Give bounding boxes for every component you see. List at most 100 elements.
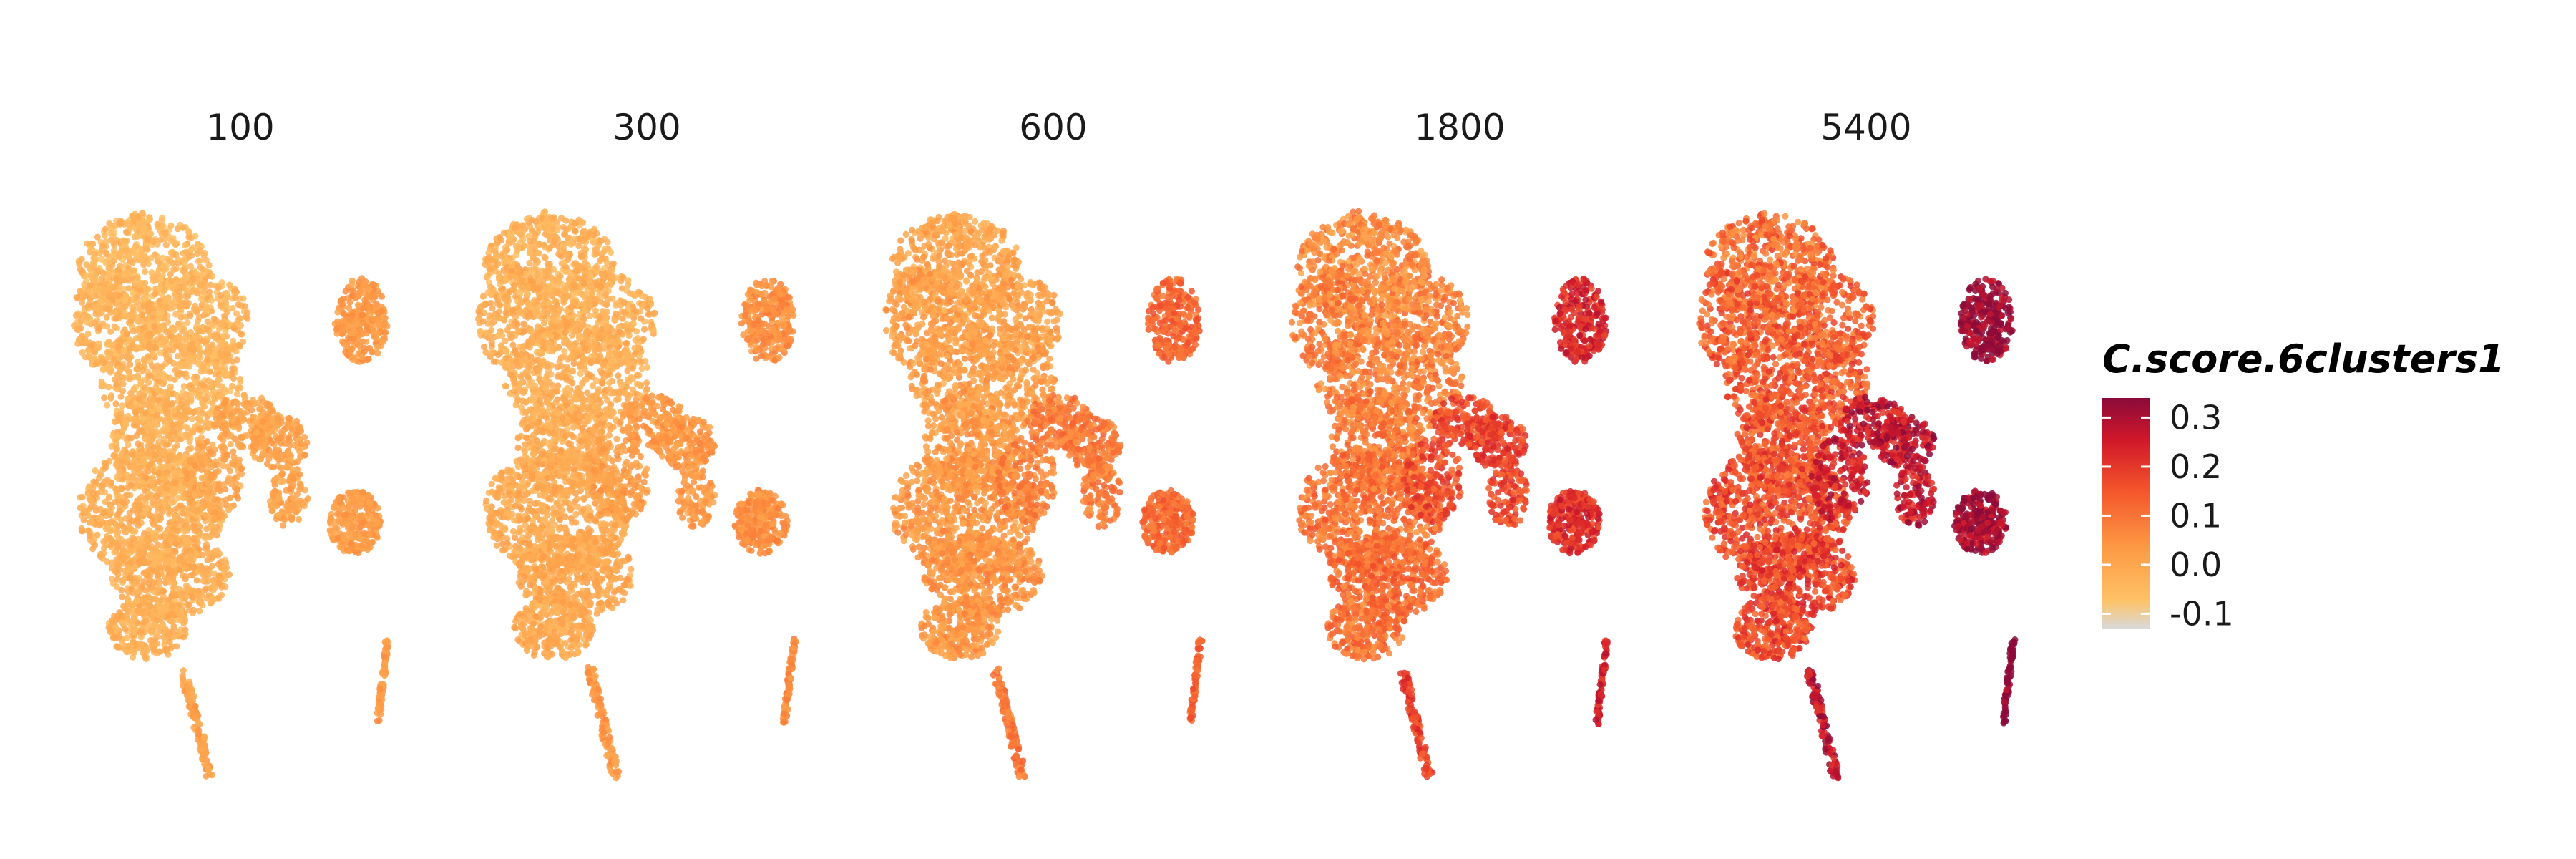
data-point	[213, 410, 219, 417]
data-point	[183, 303, 190, 309]
data-point	[89, 241, 96, 247]
data-point	[200, 382, 206, 389]
data-point	[206, 262, 213, 268]
data-point	[374, 344, 381, 350]
data-point	[134, 598, 140, 604]
data-point	[163, 242, 170, 248]
data-point	[182, 336, 188, 342]
data-point	[138, 427, 145, 434]
data-point	[185, 228, 192, 235]
data-point	[218, 592, 225, 598]
data-point	[211, 528, 218, 534]
data-point	[340, 505, 346, 511]
data-point	[182, 285, 188, 291]
data-point	[155, 470, 162, 477]
data-point	[195, 507, 201, 513]
data-point	[143, 388, 150, 394]
data-point	[126, 369, 132, 375]
data-point	[191, 714, 197, 721]
data-point	[141, 324, 147, 331]
data-point	[181, 256, 187, 263]
data-point	[104, 364, 111, 371]
data-point	[171, 583, 177, 589]
data-point	[135, 620, 141, 626]
data-point	[204, 545, 210, 551]
data-point	[381, 321, 388, 328]
data-point	[124, 472, 130, 478]
data-point	[114, 445, 120, 452]
data-point	[180, 268, 187, 274]
data-point	[142, 587, 149, 593]
data-point	[182, 590, 189, 596]
data-point	[112, 309, 119, 315]
data-point	[122, 374, 128, 381]
data-point	[180, 667, 187, 674]
data-point	[201, 338, 208, 344]
data-point	[122, 293, 129, 299]
data-point	[111, 258, 117, 264]
data-point	[223, 564, 230, 571]
data-point	[213, 462, 220, 468]
data-point	[74, 326, 81, 333]
data-point	[108, 480, 114, 487]
data-point	[112, 419, 118, 425]
data-point	[379, 339, 386, 345]
data-point	[173, 469, 180, 475]
data-point	[130, 306, 137, 313]
data-point	[110, 452, 117, 459]
data-point	[140, 367, 146, 374]
data-point	[177, 296, 183, 303]
data-point	[133, 504, 140, 510]
data-point	[92, 542, 98, 548]
data-point	[177, 612, 183, 618]
data-point	[147, 637, 154, 644]
data-point	[233, 399, 240, 406]
data-point	[371, 293, 377, 299]
data-point	[197, 264, 203, 271]
data-point	[224, 309, 230, 315]
data-point	[216, 573, 223, 579]
data-point	[202, 535, 208, 541]
data-point	[169, 570, 175, 576]
data-point	[208, 282, 214, 288]
data-point	[135, 440, 141, 447]
data-point	[172, 251, 179, 258]
data-point	[278, 429, 285, 435]
data-point	[197, 392, 203, 399]
data-point	[105, 354, 112, 360]
data-point	[208, 297, 215, 304]
data-point	[225, 475, 232, 481]
data-point	[128, 435, 135, 441]
data-point	[132, 243, 139, 250]
data-point	[122, 303, 129, 309]
data-point	[166, 558, 172, 564]
data-point	[231, 454, 238, 460]
data-point	[352, 531, 358, 538]
data-point	[146, 511, 152, 518]
data-point	[148, 408, 155, 414]
data-point	[93, 479, 99, 485]
data-point	[211, 422, 218, 428]
data-point	[188, 246, 195, 252]
data-point	[356, 495, 362, 502]
data-point	[234, 320, 240, 326]
data-point	[191, 306, 197, 312]
data-point	[133, 588, 140, 594]
data-point	[115, 523, 122, 529]
data-point	[200, 498, 206, 505]
data-point	[88, 273, 94, 280]
data-point	[213, 317, 220, 324]
data-point	[197, 461, 204, 467]
data-point	[95, 326, 102, 333]
data-point	[171, 634, 177, 640]
data-point	[209, 772, 215, 778]
data-point	[176, 288, 182, 295]
data-point	[151, 562, 157, 568]
data-point	[349, 524, 356, 530]
data-point	[215, 382, 221, 388]
data-point	[145, 379, 152, 386]
data-point	[102, 238, 109, 245]
data-point	[109, 618, 116, 625]
data-point	[162, 428, 169, 435]
data-point	[226, 282, 233, 288]
